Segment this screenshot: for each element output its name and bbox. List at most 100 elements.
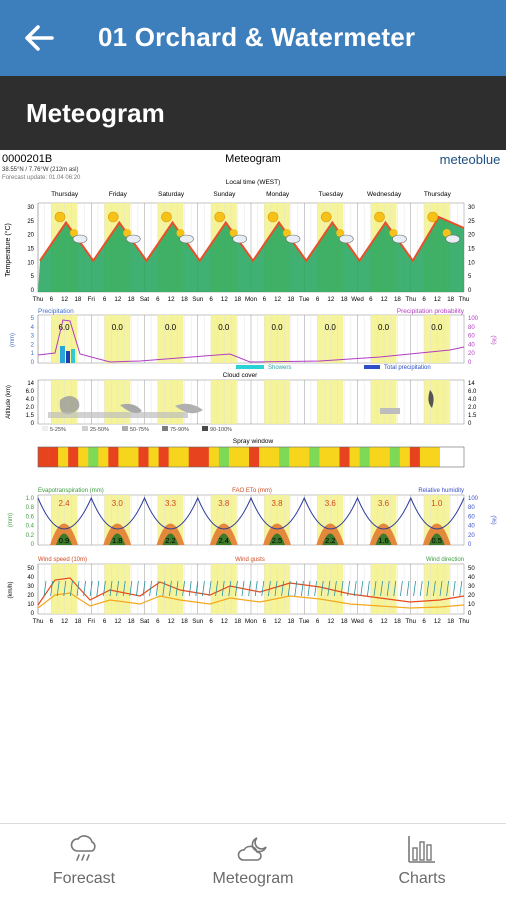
precip-bar [60,346,65,363]
meteogram-id: 0000201B [2,153,52,165]
spray-window-panel: Spray window [37,438,465,468]
total-precip-legend-swatch [364,365,380,369]
axis-tick: 6.0 [26,389,35,395]
cloud-icon [125,234,141,244]
axis-tick: 80 [468,325,475,331]
cloud-icon [338,234,354,244]
time-axis-day: Sun [192,296,204,303]
wind-direction-arrow [70,580,73,597]
cloud-legend-label: 75-90% [170,427,189,433]
axis-tick: 4.0 [26,397,35,403]
spray-window-segment [68,447,79,467]
time-axis-hour: 18 [234,296,241,303]
daylight-band [423,380,450,424]
time-axis-hour: 18 [447,296,454,303]
wind-direction-arrow [261,580,265,597]
axis-tick: 0 [468,542,472,548]
axis-tick: 0 [31,421,35,427]
axis-tick: 6.0 [468,389,477,395]
wind-speed-label: Wind speed (10m) [38,557,87,563]
wind-direction-arrow [162,580,166,597]
sun-icon [320,211,332,223]
time-axis-hour: 18 [394,296,401,303]
evapo-value: 2.4 [219,536,229,545]
time-axis-hour: 6 [422,296,426,303]
time-axis-day: Thu [459,618,470,625]
spray-window-segment [279,447,290,467]
evapo-hump [269,533,285,545]
wind-direction-arrow [281,580,284,597]
time-axis-day: Mon [245,618,258,625]
wind-direction-arrow [149,580,152,597]
wind-direction-arrow [360,580,364,597]
evapo-hump [162,533,179,545]
cloud-icon [232,234,248,244]
spray-window-segment [319,447,330,467]
time-axis-day: Thu [459,296,470,303]
sun-icon [161,211,172,223]
evapo-hump [109,533,126,545]
cloud-icon [285,234,301,244]
spray-window-segment [239,447,250,467]
day-label: Saturday [158,191,185,198]
meteogram-image[interactable]: 0000201B Meteogram meteoblue 38.55°N / 7… [0,150,506,630]
day-label: Sunday [213,191,236,198]
nav-meteogram[interactable]: Meteogram [188,834,318,896]
spray-window-segment [98,447,109,467]
eto-value: 3.8 [271,499,283,508]
cloud-legend-label: 90-100% [210,427,232,433]
arrow-left-icon[interactable] [22,20,56,56]
axis-tick: 40 [468,575,475,581]
precip-value: 0.0 [378,323,390,332]
axis-tick: 50 [27,566,34,572]
evapo-value: 1.6 [378,536,388,545]
precip-value: 0.0 [218,323,230,332]
axis-tick: 60 [468,514,475,520]
time-axis-hour: 6 [50,618,54,625]
axis-tick: 0 [31,288,35,294]
wind-direction-arrow [89,580,93,597]
axis-tick: 0.4 [26,524,35,530]
axis-tick: 0 [31,611,35,617]
wind-direction-arrow [373,580,377,597]
evapo-value: 2.2 [165,536,175,545]
axis-tick: 10 [27,602,34,608]
spray-window-segment [168,447,179,467]
evapo-hump [428,533,445,545]
day-label: Thursday [424,191,452,198]
wind-direction-arrow [248,580,251,597]
wind-direction-arrow [268,580,271,597]
day-label: Wednesday [367,191,402,198]
axis-tick: 0 [468,360,472,366]
axis-tick: 2.0 [468,405,477,411]
time-axis-day: Fri [88,618,95,625]
daylight-band [370,315,397,363]
axis-tick: 20 [468,351,475,357]
eto-value: 2.4 [58,499,70,508]
spray-window-segment [218,447,230,467]
evapo-hump [375,533,392,545]
temperature-area [38,217,464,292]
precip-value: 0.0 [271,323,283,332]
wind-panel: Wind speed (10m) Wind gusts Wind directi… [8,557,475,617]
meteogram-update: Forecast update: 01.04 06:20 [2,175,81,181]
time-axis-day: Wed [351,296,364,303]
time-axis-hour: 12 [114,618,121,625]
local-time-label: Local time (WEST) [226,179,281,186]
meteoblue-logo: meteoblue [440,152,501,167]
axis-tick: 5 [468,274,472,280]
cloud-blob [380,408,400,414]
evapo-hump [322,533,339,545]
axis-tick: 0.8 [26,505,35,511]
spray-window-segment [78,447,89,467]
daylight-band [210,380,237,424]
nav-forecast[interactable]: Forecast [19,834,149,896]
wind-direction-arrow [452,580,456,597]
nav-charts[interactable]: Charts [357,834,487,896]
time-axis-hour: 12 [221,296,228,303]
time-axis-hour: 18 [181,618,188,625]
time-axis-hour: 6 [103,618,107,625]
precip-value: 0.0 [165,323,177,332]
sun-icon [427,211,439,223]
evapo-hump [215,533,232,545]
